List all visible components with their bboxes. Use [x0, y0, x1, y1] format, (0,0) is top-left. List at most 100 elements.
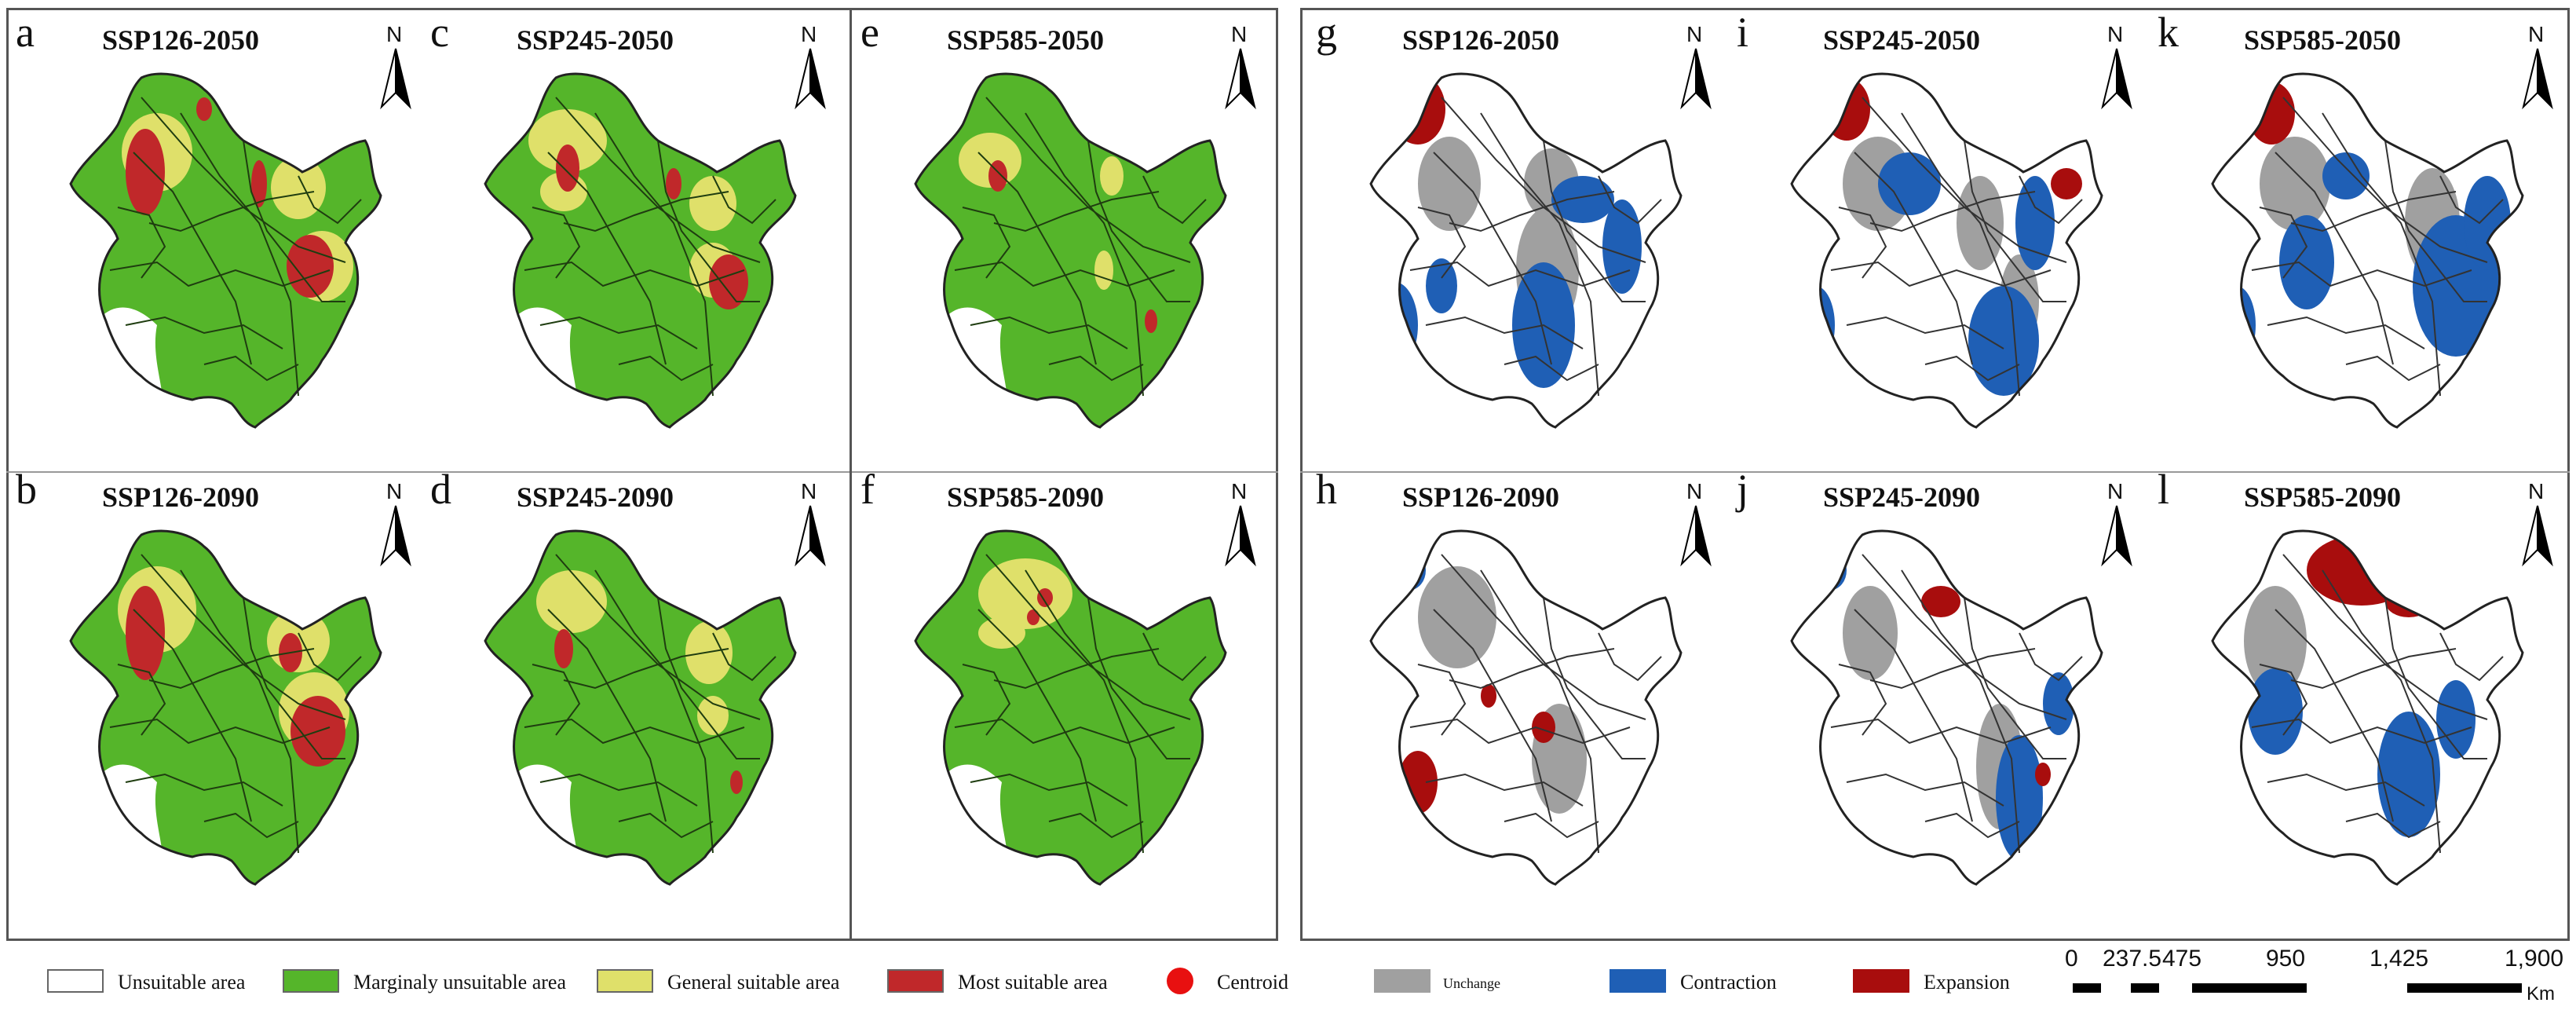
north-label: N: [2528, 479, 2545, 503]
admin-border: [1854, 152, 1973, 365]
contraction-zone: [2279, 215, 2334, 309]
panel-title: SSP245-2090: [517, 481, 674, 513]
admin-border: [2251, 261, 2472, 287]
admin-border: [618, 355, 714, 382]
admin-border: [539, 773, 698, 807]
admin-border: [2322, 569, 2441, 854]
north-label: N: [1231, 479, 1248, 503]
unsuitable-zone: [939, 764, 1008, 873]
admin-border: [2290, 648, 2457, 690]
north-label: N: [2107, 22, 2124, 46]
admin-border: [1838, 207, 1887, 279]
general-suitable-zone: [1094, 251, 1113, 290]
legend-label-unchange: Unchange: [1443, 975, 1500, 991]
admin-border: [2019, 632, 2083, 682]
panel-letter: a: [16, 9, 35, 56]
panel-letter: j: [1737, 466, 1749, 513]
panel-title: SSP245-2050: [1823, 24, 1981, 56]
admin-border: [2322, 112, 2441, 397]
admin-border: [962, 664, 1011, 736]
contraction-zone: [2248, 668, 2303, 755]
north-arrow-icon: N: [377, 479, 415, 567]
north-arrow-icon: N: [1222, 479, 1259, 567]
expansion-zone: [1481, 684, 1496, 708]
admin-border: [1425, 773, 1584, 807]
unchange-zone: [2260, 137, 2330, 231]
change-map: [1369, 72, 1683, 429]
scale-tick-1900: 1,900: [2505, 946, 2564, 972]
most-suitable-zone: [251, 160, 267, 207]
unsuitable-zone: [94, 764, 163, 873]
most-suitable-zone: [666, 168, 681, 199]
suitability-map: [484, 72, 797, 429]
north-arrow-icon: N: [2098, 22, 2136, 110]
scale-bar: 0 237.5 475 950 1,425 1,900 Km: [2065, 942, 2567, 1010]
legend-label-centroid: Centroid: [1217, 971, 1288, 994]
panel-letter: e: [860, 9, 879, 56]
panel-letter: g: [1316, 9, 1337, 56]
admin-border: [1598, 632, 1662, 682]
general-suitable-zone: [1100, 156, 1124, 196]
admin-border: [2251, 718, 2472, 745]
contraction-zone: [1602, 199, 1642, 294]
panel-letter: i: [1737, 9, 1749, 56]
legend-label-general: General suitable area: [667, 971, 840, 994]
admin-border: [594, 112, 714, 397]
admin-border: [1869, 191, 2036, 232]
admin-border: [2384, 597, 2487, 759]
scale-segment-3: [2192, 983, 2307, 993]
admin-border: [1087, 140, 1190, 302]
region-outline: [1369, 529, 1683, 886]
admin-border: [125, 316, 283, 349]
admin-border: [2345, 812, 2441, 839]
map-panel-h: h SSP126-2090 N: [1316, 468, 1724, 924]
expansion-zone: [1532, 712, 1555, 743]
unsuitable-zone: [94, 307, 163, 415]
admin-border: [1504, 812, 1599, 839]
region-outline: [914, 72, 1227, 429]
centroid-dot-icon: [1167, 968, 1193, 994]
most-suitable-zone: [554, 629, 573, 668]
admin-border: [1480, 112, 1599, 397]
admin-border: [180, 569, 299, 854]
panel-row-divider: [1300, 471, 2570, 473]
legend-label-most: Most suitable area: [958, 971, 1108, 994]
admin-border: [1846, 773, 2004, 807]
north-arrow-icon: N: [1222, 22, 1259, 110]
admin-border: [2290, 191, 2457, 232]
contraction-zone: [1394, 551, 1426, 590]
admin-border: [657, 140, 760, 302]
panel-title: SSP585-2050: [947, 24, 1105, 56]
admin-border: [2439, 632, 2504, 682]
expansion-zone: [2051, 168, 2082, 199]
north-arrow-icon: N: [2519, 22, 2556, 110]
general-suitable-zone: [978, 558, 1072, 629]
admin-border: [180, 112, 299, 397]
expansion-zone: [2248, 82, 2295, 145]
admin-border: [954, 261, 1175, 287]
scale-segment-4: [2407, 983, 2522, 993]
most-suitable-zone: [126, 129, 165, 215]
contraction-zone: [1426, 258, 1457, 313]
panel-letter: h: [1316, 466, 1337, 513]
most-suitable-zone: [287, 235, 334, 298]
most-suitable-zone: [196, 97, 212, 121]
admin-border: [2384, 140, 2487, 302]
panel-title: SSP245-2050: [517, 24, 674, 56]
unchange-zone: [1418, 566, 1496, 668]
admin-border: [1901, 569, 2020, 854]
contraction-zone: [1968, 286, 2039, 396]
admin-border: [524, 718, 745, 745]
map-panel-b: b SSP126-2090 N: [16, 468, 424, 924]
admin-border: [547, 609, 667, 822]
panel-title: SSP585-2050: [2244, 24, 2402, 56]
admin-border: [1087, 597, 1190, 759]
admin-border: [1543, 597, 1646, 759]
most-suitable-zone: [126, 586, 165, 680]
north-label: N: [1686, 479, 1703, 503]
admin-border: [1142, 632, 1207, 682]
north-label: N: [2107, 479, 2124, 503]
scale-tick-1425: 1,425: [2370, 946, 2429, 972]
admin-border: [298, 175, 362, 225]
change-map: [1369, 529, 1683, 886]
